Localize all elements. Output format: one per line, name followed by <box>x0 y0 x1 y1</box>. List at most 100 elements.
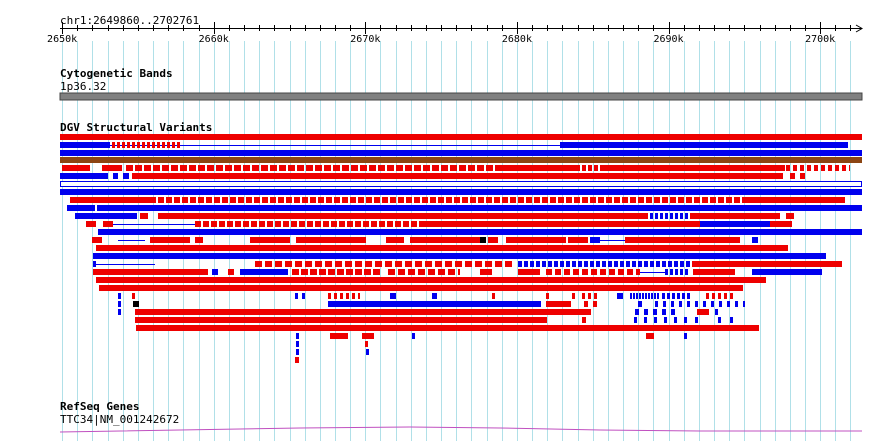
variant-block[interactable] <box>654 317 657 323</box>
variant-block[interactable] <box>412 333 415 339</box>
variant-block[interactable] <box>167 142 170 148</box>
variant-block[interactable] <box>718 197 724 203</box>
variant-block[interactable] <box>414 165 421 171</box>
variant-block[interactable] <box>132 173 783 179</box>
variant-block[interactable] <box>93 253 826 259</box>
variant-block[interactable] <box>162 142 165 148</box>
variant-block[interactable] <box>617 293 623 299</box>
variant-block[interactable] <box>112 142 115 148</box>
variant-block[interactable] <box>267 221 273 227</box>
variant-block[interactable] <box>554 261 558 267</box>
variant-block[interactable] <box>627 269 633 275</box>
variant-block[interactable] <box>682 293 685 299</box>
variant-block[interactable] <box>132 142 135 148</box>
variant-block[interactable] <box>446 197 452 203</box>
variant-block[interactable] <box>295 293 298 299</box>
refseq-gene-TTC34[interactable] <box>59 426 862 433</box>
variant-block[interactable] <box>118 293 121 299</box>
variant-block[interactable] <box>438 269 445 275</box>
variant-block[interactable] <box>638 261 642 267</box>
variant-block[interactable] <box>662 293 665 299</box>
variant-block[interactable] <box>653 309 657 315</box>
variant-block[interactable] <box>459 165 466 171</box>
variant-block[interactable] <box>70 197 150 203</box>
variant-block[interactable] <box>275 221 281 227</box>
variant-block[interactable] <box>250 237 290 243</box>
variant-block[interactable] <box>596 261 600 267</box>
variant-block[interactable] <box>686 197 692 203</box>
variant-block[interactable] <box>458 269 460 275</box>
variant-block[interactable] <box>406 197 412 203</box>
variant-block[interactable] <box>655 213 658 219</box>
variant-block[interactable] <box>414 197 420 203</box>
variant-block[interactable] <box>555 269 561 275</box>
refseq-gene-label[interactable]: TTC34|NM_001242672 <box>60 413 180 426</box>
variant-block[interactable] <box>584 301 588 307</box>
variant-block[interactable] <box>675 269 678 275</box>
variant-block[interactable] <box>212 269 218 275</box>
variant-block[interactable] <box>355 269 362 275</box>
variant-block[interactable] <box>310 269 317 275</box>
variant-block[interactable] <box>695 301 698 307</box>
variant-block[interactable] <box>800 165 804 171</box>
variant-block[interactable] <box>667 293 670 299</box>
variant-block[interactable] <box>685 269 688 275</box>
variant-block[interactable] <box>594 165 598 171</box>
variant-block[interactable] <box>296 333 299 339</box>
variant-block[interactable] <box>358 197 364 203</box>
variant-block[interactable] <box>542 261 546 267</box>
variant-block[interactable] <box>524 261 528 267</box>
variant-block[interactable] <box>222 197 228 203</box>
variant-block[interactable] <box>478 197 484 203</box>
variant-block[interactable] <box>445 261 452 267</box>
variant-block[interactable] <box>448 269 455 275</box>
variant-block[interactable] <box>518 269 540 275</box>
variant-block[interactable] <box>374 197 380 203</box>
variant-block[interactable] <box>350 197 356 203</box>
variant-block[interactable] <box>365 261 372 267</box>
variant-block[interactable] <box>703 301 706 307</box>
variant-block[interactable] <box>665 269 668 275</box>
variant-block[interactable] <box>195 221 201 227</box>
variant-block[interactable] <box>639 293 641 299</box>
variant-block[interactable] <box>710 197 716 203</box>
variant-block[interactable] <box>172 142 175 148</box>
variant-block[interactable] <box>584 261 588 267</box>
variant-block[interactable] <box>325 261 332 267</box>
variant-block[interactable] <box>752 237 758 243</box>
variant-block[interactable] <box>600 269 606 275</box>
variant-block[interactable] <box>137 142 140 148</box>
variant-block[interactable] <box>582 197 588 203</box>
variant-block[interactable] <box>420 221 500 227</box>
variant-block[interactable] <box>318 197 324 203</box>
variant-block[interactable] <box>644 261 648 267</box>
variant-block[interactable] <box>328 293 331 299</box>
variant-block[interactable] <box>706 293 709 299</box>
variant-block[interactable] <box>235 221 241 227</box>
variant-block[interactable] <box>295 357 299 363</box>
variant-block[interactable] <box>390 293 396 299</box>
variant-block[interactable] <box>450 165 457 171</box>
variant-block[interactable] <box>333 165 340 171</box>
variant-block[interactable] <box>323 221 329 227</box>
variant-block[interactable] <box>364 269 371 275</box>
variant-block[interactable] <box>342 165 349 171</box>
variant-block[interactable] <box>150 237 190 243</box>
variant-block[interactable] <box>252 165 259 171</box>
variant-block[interactable] <box>645 293 647 299</box>
variant-block[interactable] <box>670 197 676 203</box>
variant-block[interactable] <box>254 197 260 203</box>
variant-block[interactable] <box>677 293 680 299</box>
variant-block[interactable] <box>694 197 700 203</box>
variant-block[interactable] <box>405 165 412 171</box>
variant-block[interactable] <box>670 269 673 275</box>
variant-block[interactable] <box>180 165 187 171</box>
variant-block[interactable] <box>573 269 579 275</box>
variant-block[interactable] <box>251 221 257 227</box>
variant-block[interactable] <box>636 293 638 299</box>
variant-block[interactable] <box>564 269 570 275</box>
variant-block[interactable] <box>285 261 292 267</box>
variant-block[interactable] <box>60 150 862 156</box>
variant-block[interactable] <box>362 333 374 339</box>
variant-block[interactable] <box>347 221 353 227</box>
